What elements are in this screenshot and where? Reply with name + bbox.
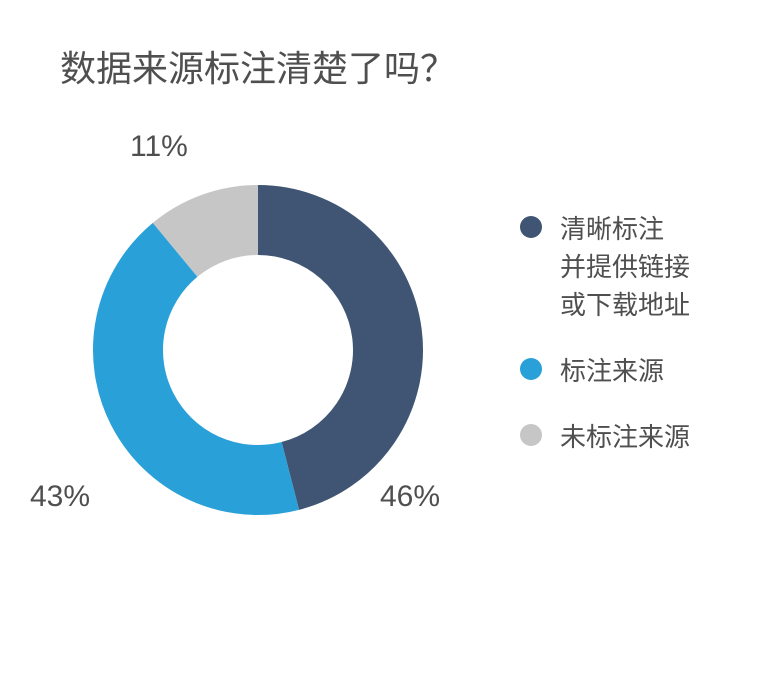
donut-slice-1: [128, 250, 290, 480]
donut-slice-0: [258, 220, 388, 476]
pct-label-0: 46%: [380, 480, 440, 514]
legend-item-2: 未标注来源: [520, 418, 750, 456]
legend-label: 标注来源: [560, 352, 664, 390]
legend-label: 未标注来源: [560, 418, 690, 456]
legend-swatch-icon: [520, 358, 542, 380]
legend-label: 清晰标注并提供链接或下载地址: [560, 210, 690, 324]
legend-swatch-icon: [520, 216, 542, 238]
legend: 清晰标注并提供链接或下载地址标注来源未标注来源: [520, 210, 750, 484]
pct-label-1: 43%: [30, 480, 90, 514]
pct-label-2: 11%: [130, 130, 188, 164]
legend-swatch-icon: [520, 424, 542, 446]
legend-item-0: 清晰标注并提供链接或下载地址: [520, 210, 750, 324]
donut-slice-2: [175, 220, 258, 250]
chart-title: 数据来源标注清楚了吗？: [60, 40, 456, 92]
legend-item-1: 标注来源: [520, 352, 750, 390]
